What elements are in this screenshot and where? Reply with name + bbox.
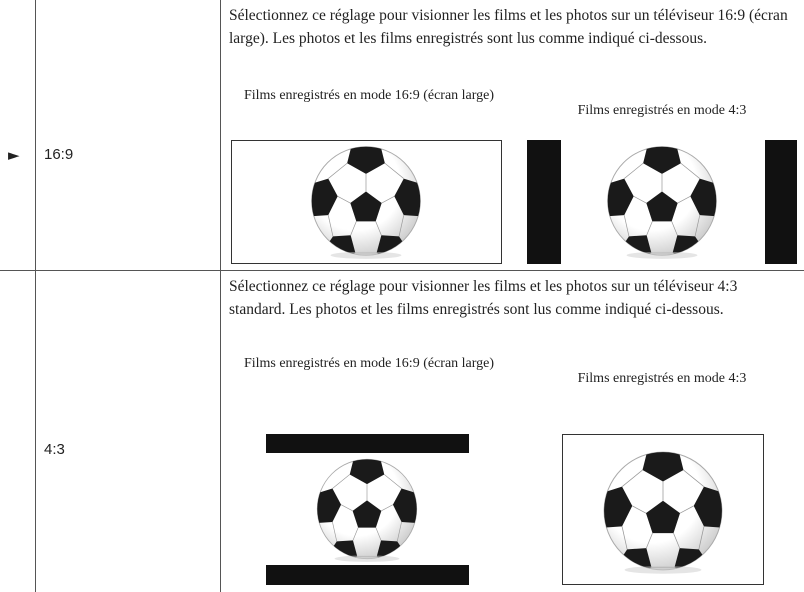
column-line bbox=[220, 0, 221, 592]
image-caption: Films enregistrés en mode 16:9 (écran la… bbox=[243, 88, 495, 103]
description: Sélectionnez ce réglage pour visionner l… bbox=[229, 278, 738, 318]
preview-image bbox=[527, 140, 797, 264]
option-label: 16:9 bbox=[44, 146, 74, 163]
image-caption: Films enregistrés en mode 4:3 bbox=[577, 371, 747, 386]
preview-image bbox=[231, 140, 502, 264]
row-line bbox=[0, 270, 804, 271]
row-marker: ► bbox=[8, 146, 20, 164]
preview-image bbox=[562, 434, 764, 585]
image-caption: Films enregistrés en mode 16:9 (écran la… bbox=[243, 356, 495, 371]
preview-image bbox=[266, 434, 469, 585]
column-line bbox=[35, 0, 36, 592]
image-caption: Films enregistrés en mode 4:3 bbox=[577, 103, 747, 118]
option-label: 4:3 bbox=[44, 441, 65, 458]
description: Sélectionnez ce réglage pour visionner l… bbox=[229, 7, 788, 47]
